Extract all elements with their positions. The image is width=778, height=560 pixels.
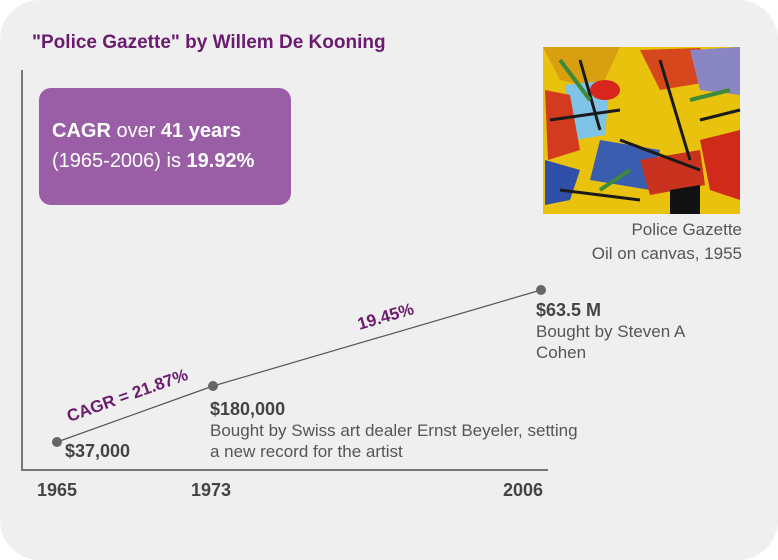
point-note: Bought by Swiss art dealer Ernst Beyeler… [210, 421, 578, 461]
summary-rate: 19.92% [186, 150, 255, 172]
x-tick-2006: 2006 [503, 480, 544, 500]
chart-title: "Police Gazette" by Willem De Kooning [32, 32, 386, 53]
x-tick-1965: 1965 [37, 480, 78, 500]
line-segment-2 [212, 289, 542, 387]
line-segment-1 [56, 385, 214, 443]
summary-years: 41 years [160, 120, 241, 142]
data-point-1973 [208, 381, 218, 391]
caption-title: Police Gazette [631, 220, 742, 239]
summary-period: (1965-2006) is [52, 150, 181, 172]
summary-over: over [116, 120, 156, 142]
value-label: $37,000 [65, 441, 131, 461]
value-label: $180,000 [210, 399, 286, 419]
point-label-1973: $180,000 Bought by Swiss art dealer Ernst… [210, 399, 580, 462]
point-label-2006: $63.5 M Bought by Steven A Cohen [536, 300, 686, 363]
point-label-1965: $37,000 [65, 441, 130, 462]
data-point-1965 [52, 437, 62, 447]
point-note: Bought by Steven A Cohen [536, 322, 685, 362]
painting-caption: Police Gazette Oil on canvas, 1955 [592, 218, 742, 266]
cagr-summary-box: CAGR over 41 years (1965-2006) is 19.92% [39, 88, 291, 205]
chart-svg [21, 47, 741, 471]
painting-image [543, 47, 741, 214]
data-point-2006 [536, 285, 546, 295]
value-label: $63.5 M [536, 300, 602, 320]
caption-medium: Oil on canvas, 1955 [591, 244, 742, 263]
x-tick-1973: 1973 [191, 480, 232, 500]
summary-cagr: CAGR [52, 120, 111, 142]
